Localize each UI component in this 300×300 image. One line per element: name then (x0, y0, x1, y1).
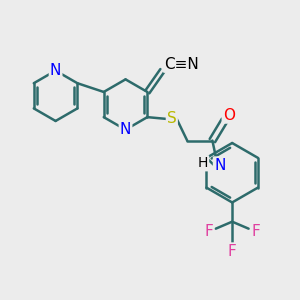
Text: H: H (198, 156, 208, 170)
Text: N: N (214, 158, 225, 172)
Text: N: N (120, 122, 131, 137)
Text: C≡N: C≡N (164, 57, 199, 72)
Text: O: O (223, 107, 235, 122)
Text: F: F (204, 224, 213, 239)
Text: N: N (50, 63, 61, 78)
Text: F: F (251, 224, 260, 239)
Text: F: F (228, 244, 236, 259)
Text: S: S (167, 111, 177, 126)
